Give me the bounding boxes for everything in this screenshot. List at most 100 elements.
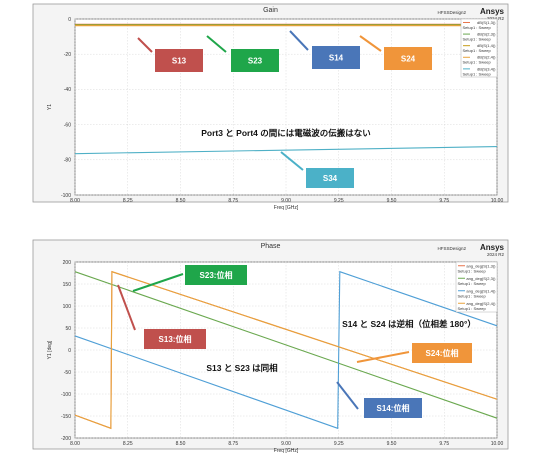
legend-setup: Setup1 : Sweep [463,36,492,41]
callout-leader [359,35,382,52]
x-tick-label: 8.25 [123,441,133,447]
callout-label: S13 [172,57,187,66]
x-axis-label: Freq [GHz] [274,448,299,454]
callout-label: S24:位相 [426,348,459,358]
x-tick-label: 9.25 [334,441,344,447]
legend-setup: Setup1 : Sweep [463,71,492,76]
callout-label: S23:位相 [200,270,233,280]
legend-setup: Setup1 : Sweep [458,281,487,286]
callout-box [312,46,360,69]
y-tick-label: -60 [64,122,71,128]
callout-leader [289,30,309,51]
callout-leader [137,37,153,53]
callout-label: S24 [401,55,416,64]
series-line [74,271,498,419]
x-tick-label: 10.00 [491,198,504,204]
callout-leader [336,381,359,410]
y-tick-label: -100 [61,193,71,199]
x-axis-label: Freq [GHz] [274,205,299,211]
legend-setup: Setup1 : Sweep [463,48,492,53]
legend-setup: Setup1 : Sweep [463,60,492,65]
y-axis-label: Y1 [deg] [47,340,53,359]
callout-box [155,49,203,72]
callout-box [306,168,354,188]
legend-entry: dB(S(3,4)) [477,66,496,71]
y-tick-label: -100 [61,392,71,398]
y-tick-label: -80 [64,158,71,164]
x-tick-label: 9.00 [281,441,291,447]
x-tick-label: 9.75 [439,198,449,204]
legend-setup: Setup1 : Sweep [458,269,487,274]
y-tick-label: 0 [68,348,71,354]
design-name: HFSSDesign2 [437,10,466,15]
legend-box [460,18,498,78]
x-tick-label: 9.00 [281,198,291,204]
legend-entry: ang_deg(S(2,4)) [466,301,496,306]
legend-entry: dB(S(2,4)) [477,55,496,60]
y-tick-label: -150 [61,414,71,420]
x-tick-label: 10.00 [491,441,504,447]
callout-box [231,49,279,72]
series-line [74,270,498,430]
callout-box [384,47,432,70]
brand-version: 2024 R2 [487,16,505,21]
design-name: HFSSDesign2 [437,246,466,251]
y-tick-label: -40 [64,87,71,93]
annotation-text: Port3 と Port4 の間には電磁波の伝搬はない [201,128,371,138]
y-axis-label: Y1 [47,104,53,110]
callout-box [412,343,472,363]
y-tick-label: 150 [63,282,72,288]
x-tick-label: 8.75 [228,198,238,204]
x-tick-label: 8.00 [70,198,80,204]
legend-entry: ang_deg(S(1,3)) [466,263,496,268]
callout-label: S14:位相 [377,403,410,413]
callout-leader [280,151,304,171]
callout-label: S13:位相 [159,334,192,344]
y-tick-label: -200 [61,436,71,442]
callout-leader [117,284,136,331]
x-tick-label: 8.50 [176,441,186,447]
brand-logo: Ansys [480,7,505,16]
x-tick-label: 8.50 [176,198,186,204]
legend-setup: Setup1 : Sweep [458,294,487,299]
brand-logo: Ansys [480,243,505,252]
callout-label: S23 [248,57,263,66]
x-tick-label: 9.50 [387,198,397,204]
series-line [74,146,498,155]
brand-version: 2024 R2 [487,252,505,257]
chart-title: Phase [261,243,281,250]
annotation-text: S13 と S23 は同相 [206,363,278,373]
y-tick-label: 50 [65,326,71,332]
annotation-text: S14 と S24 は逆相（位相差 180°） [342,319,476,329]
legend-setup: Setup1 : Sweep [463,25,492,30]
legend-entry: dB(S(1,3)) [477,20,496,25]
series-line [74,270,498,430]
x-tick-label: 9.75 [439,441,449,447]
legend-entry: ang_deg(S(1,4)) [466,288,496,293]
x-tick-label: 9.25 [334,198,344,204]
y-tick-label: -20 [64,52,71,58]
x-tick-label: 8.75 [228,441,238,447]
legend-entry: dB(S(2,3)) [477,31,496,36]
legend-entry: dB(S(1,4)) [477,43,496,48]
chart-title: Gain [263,7,278,14]
y-tick-label: 100 [63,304,72,310]
y-tick-label: 200 [63,260,72,266]
legend-setup: Setup1 : Sweep [458,306,487,311]
callout-leader [132,273,184,292]
callout-label: S34 [323,174,338,183]
callout-box [185,265,247,285]
legend-entry: ang_deg(S(2,3)) [466,276,496,281]
y-tick-label: -50 [64,370,71,376]
callout-leader [356,351,410,363]
y-tick-label: 0 [68,17,71,23]
callout-label: S14 [329,54,344,63]
callout-box [364,398,422,418]
x-tick-label: 8.25 [123,198,133,204]
x-tick-label: 8.00 [70,441,80,447]
callout-leader [206,35,227,53]
x-tick-label: 9.50 [387,441,397,447]
